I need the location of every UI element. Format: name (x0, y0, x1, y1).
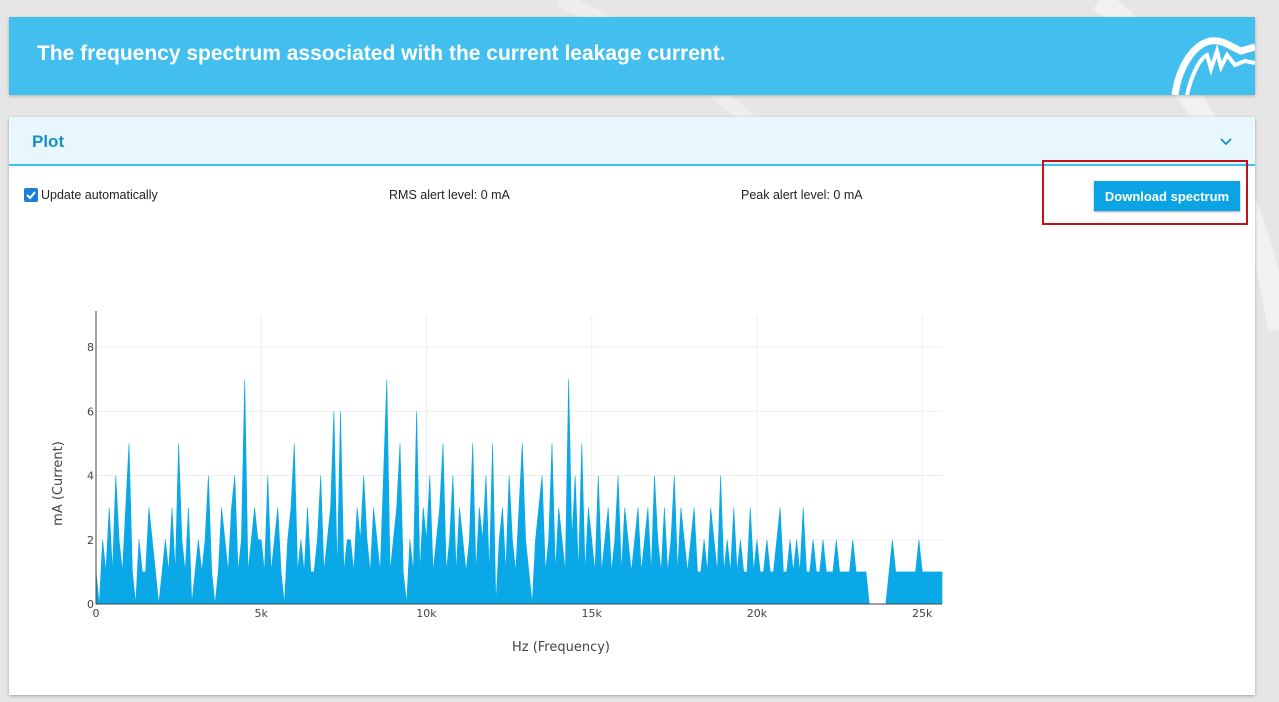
y-tick-label: 0 (87, 598, 94, 611)
x-tick-label: 20k (747, 607, 768, 620)
y-tick-label: 8 (87, 341, 94, 354)
waveform-logo-icon (1171, 37, 1255, 95)
auto-update-label: Update automatically (41, 188, 158, 202)
page-title: The frequency spectrum associated with t… (37, 42, 726, 65)
rms-alert-level: RMS alert level: 0 mA (389, 188, 510, 202)
chevron-down-icon[interactable] (1219, 135, 1233, 149)
x-tick-label: 15k (582, 607, 603, 620)
y-tick-label: 4 (87, 470, 94, 483)
y-tick-label: 2 (87, 534, 94, 547)
x-axis-title: Hz (Frequency) (512, 640, 610, 655)
page-header: The frequency spectrum associated with t… (9, 17, 1255, 95)
plot-panel: Plot Update automatically RMS alert leve… (9, 117, 1255, 695)
panel-header[interactable]: Plot (9, 117, 1255, 166)
y-axis-title: mA (Current) (51, 441, 66, 526)
x-tick-label: 5k (255, 607, 269, 620)
spectrum-chart: 0 5k 10k 15k 20k 25k 0 2 4 6 8 Hz (Frequency) mA (Cu… (51, 311, 943, 655)
series-area (95, 379, 943, 605)
auto-update-checkbox[interactable] (24, 188, 38, 202)
download-spectrum-button[interactable]: Download spectrum (1094, 181, 1240, 211)
y-tick-label: 6 (87, 405, 94, 418)
x-tick-label: 0 (93, 607, 100, 620)
x-tick-label: 25k (912, 607, 933, 620)
x-tick-label: 10k (416, 607, 437, 620)
auto-update-toggle[interactable]: Update automatically (24, 188, 158, 202)
panel-title: Plot (32, 132, 65, 151)
peak-alert-level: Peak alert level: 0 mA (741, 188, 863, 202)
highlight-box (1042, 160, 1248, 225)
check-icon (26, 191, 36, 200)
